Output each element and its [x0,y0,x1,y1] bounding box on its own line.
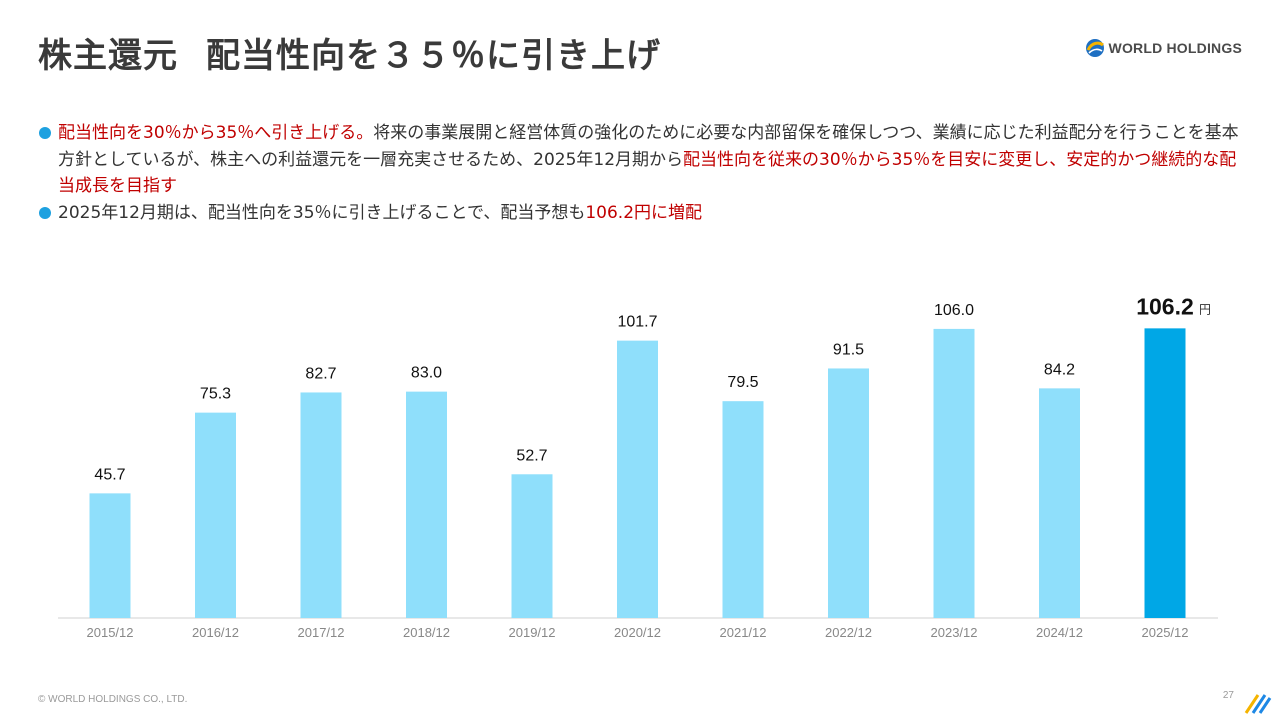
x-tick-label: 2022/12 [825,625,872,640]
bullet-2-segment-2: 106.2円に増配 [585,202,703,223]
bullet-1-segment-1: 配当性向を30％から35％へ引き上げる。 [58,123,374,143]
bar-2024/12 [1039,388,1080,618]
bullet-list: 配当性向を30％から35％へ引き上げる。将来の事業展開と経営体質の強化のために必… [38,120,1248,226]
page-number: 27 [1222,690,1234,701]
data-label-2024/12: 84.2 [1044,361,1075,378]
bar-2020/12 [617,340,658,618]
bar-2017/12 [300,392,342,618]
x-tick-label: 2015/12 [87,625,134,640]
bar-2015/12 [89,493,131,618]
data-label-2023/12: 106.0 [934,302,974,319]
bullet-item-2: 2025年12月期は、配当性向を35％に引き上げることで、配当予想も106.2円… [38,200,1248,227]
x-tick-label: 2020/12 [614,625,661,640]
data-label-2021/12: 79.5 [727,374,758,391]
data-label-2022/12: 91.5 [833,341,864,358]
logo-text: WORLD HOLDINGS [1108,40,1242,56]
bullet-item-1: 配当性向を30％から35％へ引き上げる。将来の事業展開と経営体質の強化のために必… [38,120,1248,200]
x-tick-label: 2017/12 [298,625,345,640]
copyright: © WORLD HOLDINGS CO., LTD. [38,694,188,705]
x-tick-label: 2016/12 [192,625,239,640]
page-title: 株主還元 配当性向を３５％に引き上げ [38,28,661,77]
unit-label: 円 [1199,302,1211,316]
data-label-2018/12: 83.0 [411,365,442,382]
bar-2016/12 [195,412,236,618]
x-tick-label: 2019/12 [509,625,556,640]
x-tick-label: 2025/12 [1142,625,1189,640]
data-label-2025/12: 106.2 [1136,293,1194,319]
bar-2022/12 [828,368,869,618]
bullet-2-segment-1: 2025年12月期は、配当性向を35％に引き上げることで、配当予想も [58,202,586,223]
globe-swirl-icon [1085,39,1104,57]
data-label-2019/12: 52.7 [516,447,547,464]
bullet-1-segment-3: 配当性向を従来の30％から35％を目安に変更し、安定的かつ継続的な配当成長を目指… [58,149,1237,197]
bullet-dot-icon [39,127,51,139]
bar-2021/12 [722,401,764,618]
title-sub: 配当性向を３５％に引き上げ [206,36,661,76]
x-tick-label: 2023/12 [931,625,978,640]
bullet-dot-icon [39,206,51,219]
data-label-2016/12: 75.3 [200,386,231,403]
bar-2018/12 [406,391,447,618]
bar-2019/12 [511,474,553,618]
x-tick-label: 2024/12 [1036,625,1083,640]
data-label-2020/12: 101.7 [617,314,657,331]
bar-2025/12 [1144,328,1186,618]
dividend-bar-chart: 45.7 2015/12 75.3 2016/12 82.7 2017/12 83.0 201… [58,293,1218,640]
company-logo: WORLD HOLDINGS [1085,38,1242,58]
bar-2023/12 [933,328,975,618]
data-label-2017/12: 82.7 [305,365,336,382]
x-tick-label: 2021/12 [720,625,767,640]
diagonal-stripes-icon [1244,694,1272,714]
title-main: 株主還元 [38,36,178,76]
data-label-2015/12: 45.7 [94,466,125,483]
bullet-1-segment-2: 将来の事業展開と経営体質の強化のために必要な内部留保を確保しつつ、業績に応じた利… [58,123,1239,170]
x-tick-label: 2018/12 [403,625,450,640]
